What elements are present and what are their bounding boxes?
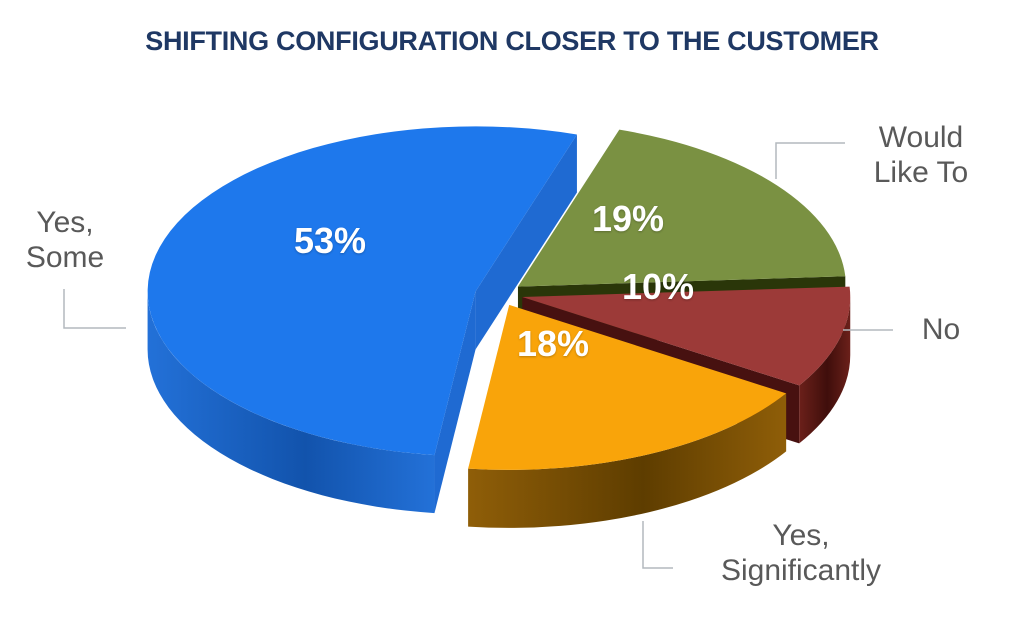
slice-label-no: No (922, 313, 960, 346)
chart-title: SHIFTING CONFIGURATION CLOSER TO THE CUS… (145, 26, 879, 56)
percent-label-yes-significantly: 18% (517, 323, 589, 364)
slice-label-yes-significantly: Yes, Significantly (721, 519, 881, 587)
slice-label-would-like-to: Would Like To (874, 121, 969, 189)
pie-slice-top-yes-some (147, 126, 577, 456)
pie-slice-top-no (522, 286, 851, 386)
pie-slice-cut-start-yes-some (434, 291, 476, 514)
percent-label-would-like-to: 19% (592, 198, 664, 239)
percent-label-no: 10% (622, 266, 694, 307)
slice-label-yes-some: Yes, Some (26, 206, 104, 274)
pie-slice-top-would-like-to (517, 129, 846, 287)
leader-line-would-like-to (775, 142, 845, 179)
pie-slice-rim-no (799, 297, 851, 444)
pie-slice-rim-yes-some (147, 291, 435, 514)
leader-line-yes-some (63, 289, 126, 329)
pie-slice-rim-yes-significantly (468, 393, 787, 528)
percent-label-yes-some: 53% (294, 220, 366, 261)
leader-line-yes-significantly (642, 521, 673, 569)
pie-slice-top-yes-significantly (468, 304, 787, 470)
pie-slice-cut-end-yes-some (475, 134, 577, 350)
